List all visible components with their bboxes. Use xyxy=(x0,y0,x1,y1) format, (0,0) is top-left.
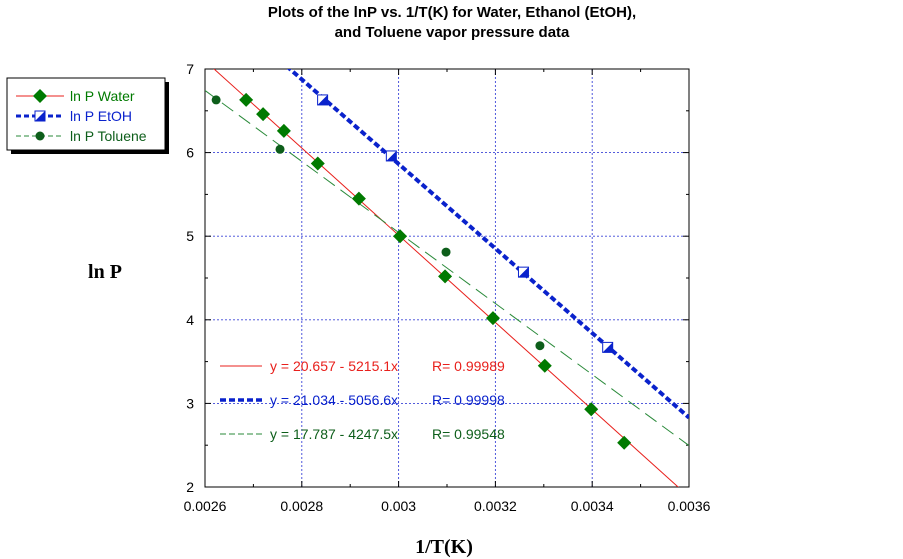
x-tick-label: 0.0036 xyxy=(668,498,711,514)
chart-subtitle: and Toluene vapor pressure data xyxy=(335,24,570,41)
data-point xyxy=(239,92,254,107)
fit-line xyxy=(286,69,689,420)
data-point xyxy=(256,107,271,122)
series-points xyxy=(211,95,545,351)
x-tick-label: 0.003 xyxy=(381,498,416,514)
x-tick-label: 0.0032 xyxy=(474,498,517,514)
legend-marker xyxy=(34,110,46,122)
data-point xyxy=(310,156,325,171)
series-points xyxy=(317,94,614,353)
data-point xyxy=(385,150,397,162)
y-axis-label: ln P xyxy=(88,261,122,283)
data-point xyxy=(441,247,451,257)
legend: ln P Water ln P EtOH ln P Toluene xyxy=(6,77,169,154)
chart-title: Plots of the lnP vs. 1/T(K) for Water, E… xyxy=(268,4,636,21)
data-point xyxy=(351,191,366,206)
plot-area: 0.0026 0.0028 0.003 0.0032 0.0034 0.0036 2 3 4 5 6… xyxy=(184,61,711,514)
data-point xyxy=(317,94,329,106)
data-point xyxy=(602,341,614,353)
fit-equation: y = 21.034 - 5056.6x xyxy=(270,392,398,408)
fit-line xyxy=(205,90,689,446)
data-point xyxy=(535,341,545,351)
data-point xyxy=(275,144,285,154)
fit-r-value: R= 0.99998 xyxy=(432,392,505,408)
data-point xyxy=(617,435,632,450)
fit-equation: y = 20.657 - 5215.1x xyxy=(270,358,398,374)
y-tick-label: 2 xyxy=(186,479,194,495)
data-point xyxy=(537,358,552,373)
x-tick-label: 0.0028 xyxy=(280,498,323,514)
fit-equation: y = 17.787 - 4247.5x xyxy=(270,426,398,442)
legend-label: ln P EtOH xyxy=(70,108,132,124)
fit-equations: y = 20.657 - 5215.1x R= 0.99989 y = 21.034… xyxy=(220,358,505,442)
series-points xyxy=(239,92,632,450)
x-tick-label: 0.0034 xyxy=(571,498,614,514)
y-tick-label: 3 xyxy=(186,395,194,411)
data-point xyxy=(485,311,500,326)
fit-r-value: R= 0.99548 xyxy=(432,426,505,442)
data-point xyxy=(393,229,408,244)
y-tick-label: 5 xyxy=(186,228,194,244)
data-point xyxy=(438,269,453,284)
fit-r-value: R= 0.99989 xyxy=(432,358,505,374)
legend-marker xyxy=(33,89,47,103)
x-axis-label: 1/T(K) xyxy=(415,536,473,558)
y-tick-label: 4 xyxy=(186,312,194,328)
legend-label: ln P Water xyxy=(70,88,135,104)
data-point xyxy=(584,402,599,417)
y-tick-label: 7 xyxy=(186,61,194,77)
legend-box xyxy=(6,77,166,151)
data-point xyxy=(517,266,529,278)
legend-label: ln P Toluene xyxy=(70,128,147,144)
y-tick-label: 6 xyxy=(186,145,194,161)
legend-marker xyxy=(35,131,45,141)
data-point xyxy=(276,123,291,138)
data-point xyxy=(211,95,221,105)
x-tick-label: 0.0026 xyxy=(184,498,227,514)
